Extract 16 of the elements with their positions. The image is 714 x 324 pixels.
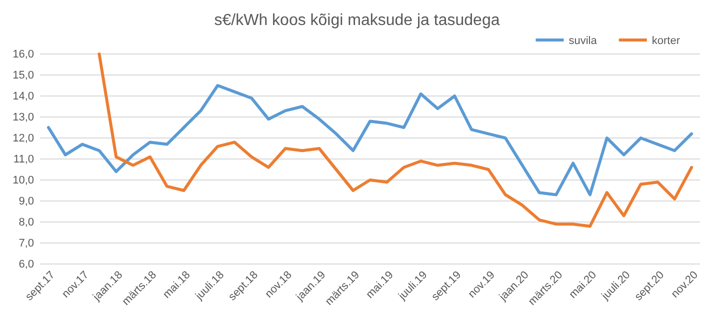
chart-title: s€/kWh koos kõigi maksude ja tasudega <box>214 12 500 29</box>
y-tick-label: 12,0 <box>12 132 34 145</box>
y-tick-label: 10,0 <box>12 174 34 187</box>
y-tick-label: 9,0 <box>18 196 34 208</box>
y-tick-label: 14,0 <box>12 90 34 103</box>
y-tick-label: 13,0 <box>12 112 34 124</box>
y-tick-label: 15,0 <box>12 70 34 82</box>
line-series <box>46 84 694 196</box>
line-series <box>98 52 694 228</box>
y-tick-label: 16,0 <box>12 48 34 61</box>
y-tick-label: 11,0 <box>13 154 34 166</box>
y-tick-label: 8,0 <box>18 216 34 229</box>
legend-label: korter <box>652 35 680 47</box>
y-tick-label: 7,0 <box>18 238 34 250</box>
y-tick-label: 6,0 <box>18 258 34 271</box>
legend-label: suvila <box>568 35 598 47</box>
